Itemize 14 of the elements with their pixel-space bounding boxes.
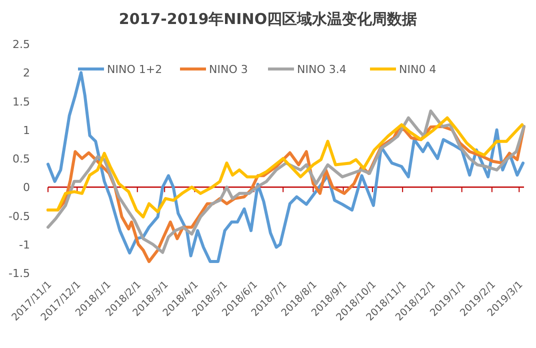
- y-tick-label: 0: [23, 181, 30, 194]
- y-tick-label: -1: [19, 238, 30, 252]
- y-tick-label: 1.5: [12, 95, 30, 108]
- y-tick-label: 2.5: [12, 38, 30, 51]
- y-tick-label: -1.5: [8, 267, 30, 280]
- legend-label: NINO 3.4: [297, 63, 346, 76]
- y-tick-label: -0.5: [8, 210, 30, 223]
- y-tick-label: 1: [23, 124, 30, 137]
- legend-label: NIN0 4: [399, 63, 436, 76]
- y-tick-label: 0.5: [12, 152, 30, 166]
- legend-label: NINO 1+2: [107, 63, 162, 76]
- chart-title: 2017-2019年NINO四区域水温变化周数据: [118, 10, 418, 28]
- legend-label: NINO 3: [209, 63, 248, 76]
- y-tick-label: 2: [23, 66, 30, 80]
